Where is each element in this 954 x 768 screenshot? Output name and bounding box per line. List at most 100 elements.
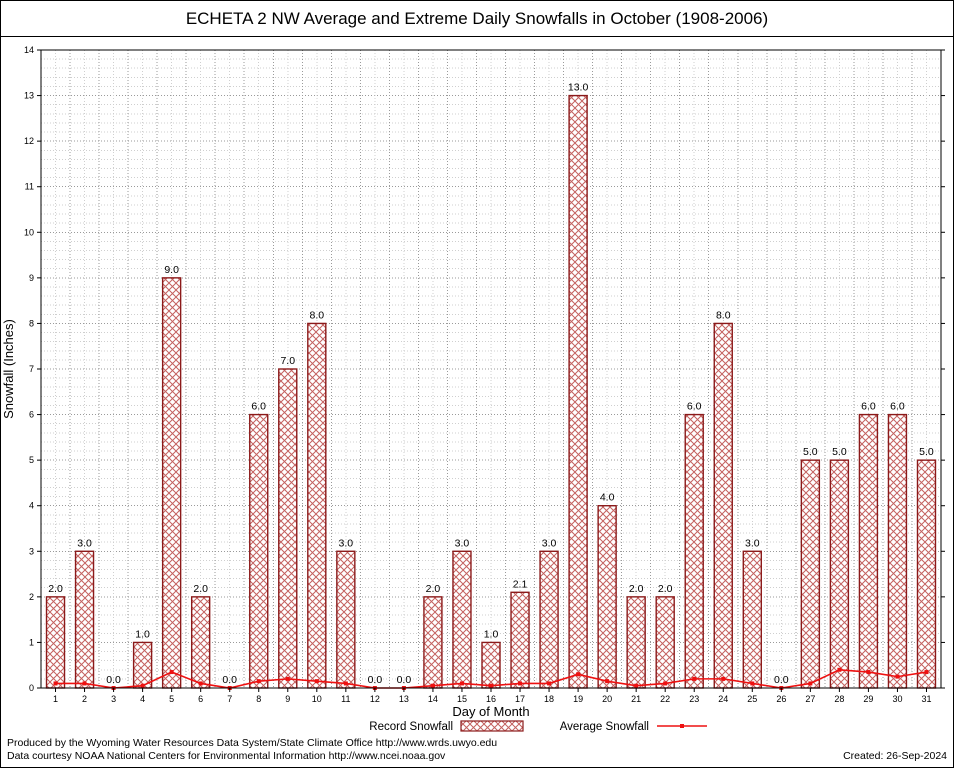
y-tick-label: 3 xyxy=(29,546,34,556)
x-tick-label: 6 xyxy=(198,694,203,704)
average-marker xyxy=(663,681,668,686)
x-tick-label: 27 xyxy=(805,694,815,704)
average-marker xyxy=(169,670,174,675)
bar-value-label: 0.0 xyxy=(106,674,121,686)
bar-value-label: 3.0 xyxy=(77,537,92,549)
y-tick-label: 13 xyxy=(24,91,34,101)
bar-value-label: 1.0 xyxy=(135,628,150,640)
average-marker xyxy=(808,681,813,686)
y-tick-label: 9 xyxy=(29,273,34,283)
x-tick-label: 25 xyxy=(747,694,757,704)
bar-value-label: 6.0 xyxy=(687,401,702,413)
x-tick-label: 1 xyxy=(53,694,58,704)
average-marker xyxy=(924,670,929,675)
x-tick-label: 14 xyxy=(428,694,438,704)
bar-value-label: 6.0 xyxy=(251,401,266,413)
y-tick-label: 5 xyxy=(29,455,34,465)
x-tick-label: 17 xyxy=(515,694,525,704)
legend-average-marker xyxy=(680,724,684,728)
x-tick-label: 29 xyxy=(863,694,873,704)
y-tick-label: 4 xyxy=(29,501,34,511)
bar-value-label: 3.0 xyxy=(455,537,470,549)
y-tick-label: 7 xyxy=(29,364,34,374)
x-tick-label: 12 xyxy=(370,694,380,704)
x-tick-label: 2 xyxy=(82,694,87,704)
bar-value-label: 0.0 xyxy=(368,674,383,686)
bar-value-label: 8.0 xyxy=(310,309,325,321)
bar-value-label: 3.0 xyxy=(745,537,760,549)
chart-title-box: ECHETA 2 NW Average and Extreme Daily Sn… xyxy=(1,1,953,37)
bar-value-label: 2.0 xyxy=(193,583,208,595)
average-marker xyxy=(634,683,639,688)
record-bar-day-21 xyxy=(626,596,646,689)
record-bar-day-4 xyxy=(132,641,153,689)
y-tick-label: 1 xyxy=(29,637,34,647)
record-bar-day-23 xyxy=(684,413,704,689)
x-tick-label: 23 xyxy=(689,694,699,704)
y-tick-label: 2 xyxy=(29,592,34,602)
x-tick-label: 28 xyxy=(834,694,844,704)
footer: Produced by the Wyoming Water Resources … xyxy=(7,737,947,763)
bar-value-label: 2.1 xyxy=(513,578,528,590)
record-bar-day-31 xyxy=(916,459,937,689)
record-bar-day-8 xyxy=(249,413,269,689)
x-tick-label: 5 xyxy=(169,694,174,704)
legend-average-label: Average Snowfall xyxy=(560,721,649,733)
record-bar-day-25 xyxy=(742,550,762,689)
x-tick-label: 15 xyxy=(457,694,467,704)
record-bar-day-20 xyxy=(597,505,617,689)
record-bar-day-1 xyxy=(45,596,66,689)
x-tick-label: 26 xyxy=(776,694,786,704)
y-tick-label: 8 xyxy=(29,318,34,328)
average-marker xyxy=(605,679,610,684)
x-tick-label: 19 xyxy=(573,694,583,704)
record-bar-day-29 xyxy=(858,413,879,689)
record-bar-day-27 xyxy=(800,459,821,689)
chart-area: 2.0 3.0 0.0 1.0 9.0 2.0 0.0 6.0 7.0 8.0 3.0 0.0 0.0 2… xyxy=(1,38,953,738)
legend-record-label: Record Snowfall xyxy=(369,721,453,733)
x-tick-label: 20 xyxy=(602,694,612,704)
bar-value-label: 7.0 xyxy=(280,355,295,367)
bar-value-label: 2.0 xyxy=(426,583,441,595)
bar-value-label: 3.0 xyxy=(542,537,557,549)
footer-created: Created: 26-Sep-2024 xyxy=(843,750,947,762)
x-tick-label: 3 xyxy=(111,694,116,704)
x-tick-label: 11 xyxy=(341,694,350,704)
bar-value-label: 8.0 xyxy=(716,309,731,321)
snowfall-chart: 2.0 3.0 0.0 1.0 9.0 2.0 0.0 6.0 7.0 8.0 3.0 0.0 0.0 2… xyxy=(1,45,945,733)
footer-line1: Produced by the Wyoming Water Resources … xyxy=(7,737,498,749)
x-tick-label: 30 xyxy=(892,694,902,704)
record-bar-day-15 xyxy=(452,550,472,689)
record-bar-day-14 xyxy=(423,596,443,689)
y-tick-label: 0 xyxy=(29,683,34,693)
average-marker xyxy=(285,676,290,681)
bar-value-label: 2.0 xyxy=(629,583,644,595)
bar-value-label: 0.0 xyxy=(774,674,789,686)
bar-value-label: 1.0 xyxy=(484,628,499,640)
y-tick-label: 10 xyxy=(24,227,34,237)
bar-value-label: 6.0 xyxy=(890,401,905,413)
x-tick-label: 24 xyxy=(718,694,728,704)
bar-value-label: 2.0 xyxy=(48,583,63,595)
footer-line2: Data courtesy NOAA National Centers for … xyxy=(7,750,446,762)
y-tick-label: 12 xyxy=(24,136,34,146)
bar-value-label: 13.0 xyxy=(568,82,589,94)
average-marker xyxy=(750,681,755,686)
bar-value-label: 5.0 xyxy=(919,446,934,458)
average-marker xyxy=(895,674,900,679)
record-bar-day-17 xyxy=(510,591,530,689)
record-bar-day-9 xyxy=(278,368,298,689)
record-bar-day-16 xyxy=(481,641,501,689)
bar-value-label: 2.0 xyxy=(658,583,673,595)
average-marker xyxy=(314,679,319,684)
record-bar-day-19 xyxy=(568,94,588,689)
bar-value-label: 9.0 xyxy=(164,264,179,276)
x-tick-label: 4 xyxy=(140,694,145,704)
record-bar-day-28 xyxy=(829,459,850,689)
average-marker xyxy=(721,676,726,681)
bar-value-label: 3.0 xyxy=(339,537,354,549)
average-marker xyxy=(489,683,493,688)
y-tick-label: 6 xyxy=(29,410,34,420)
chart-title: ECHETA 2 NW Average and Extreme Daily Sn… xyxy=(185,8,769,28)
